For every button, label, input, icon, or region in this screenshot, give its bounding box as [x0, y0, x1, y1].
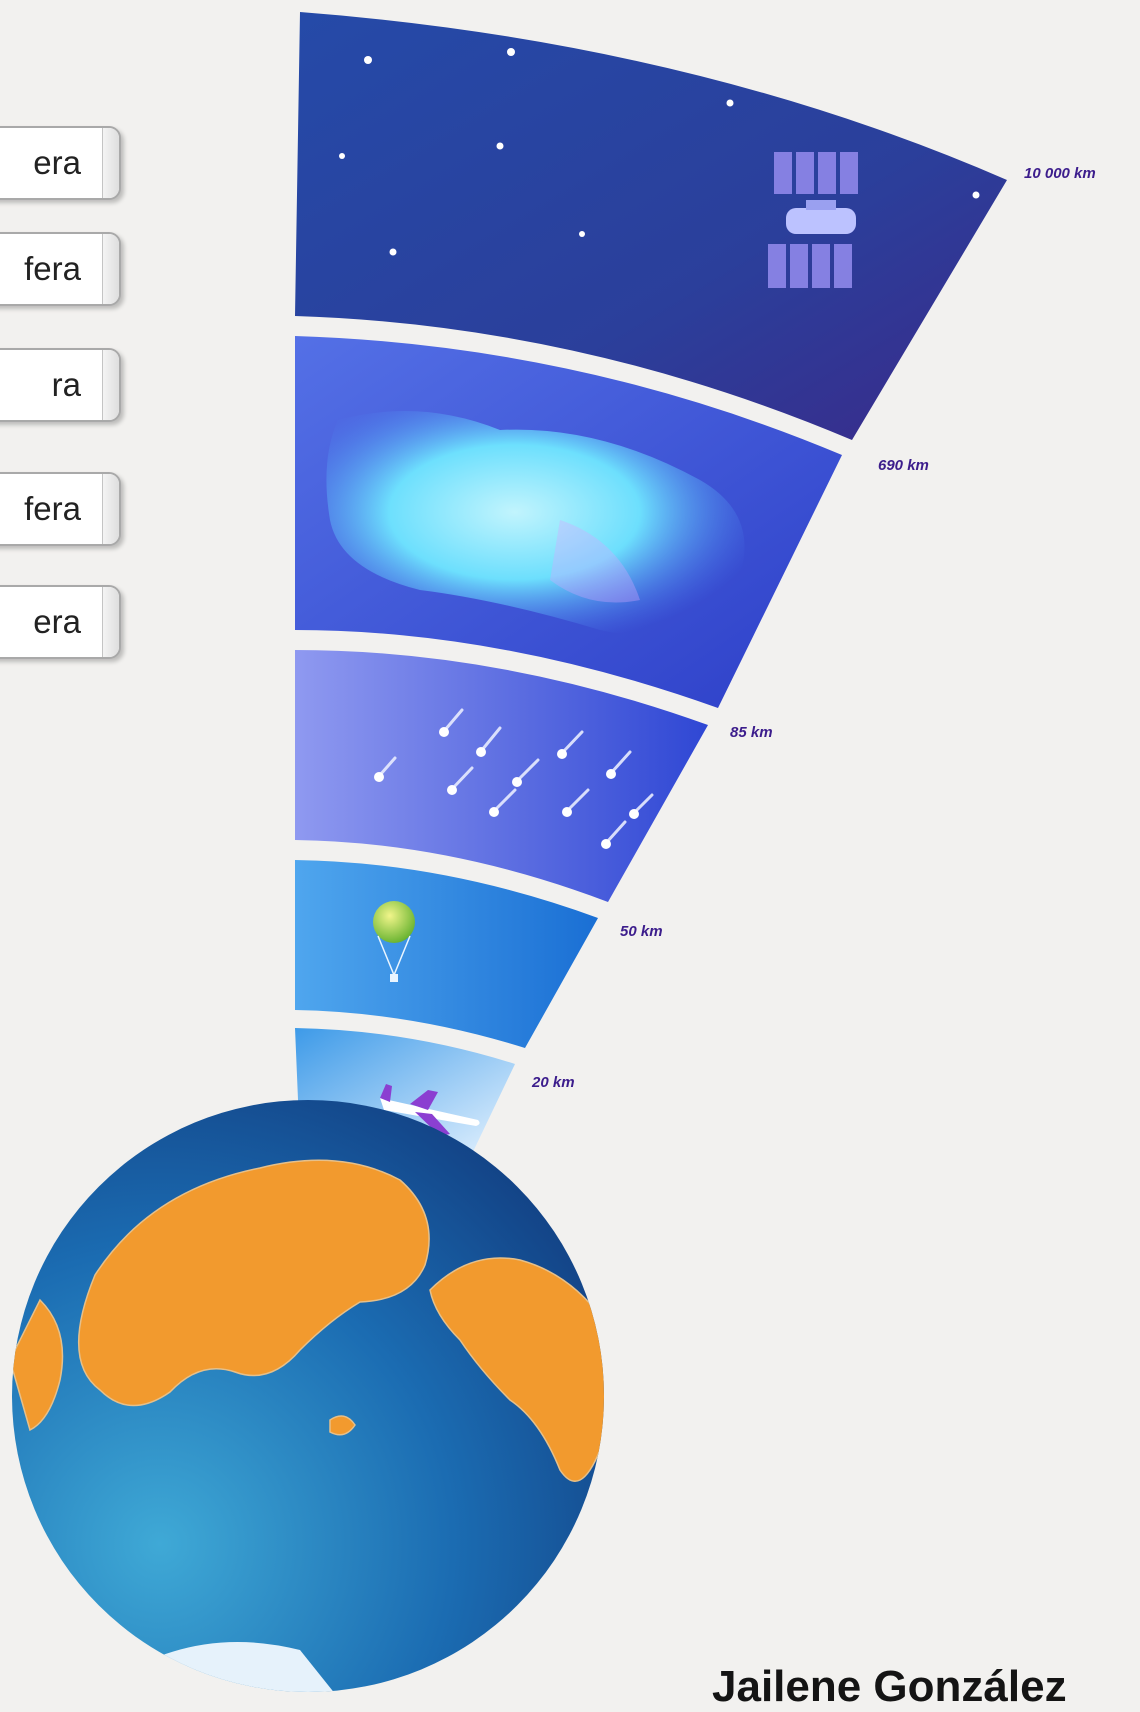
layer-tile-label: era [33, 603, 81, 640]
airplane-icon [380, 1084, 480, 1136]
author-credit: Jailene González [712, 1662, 1067, 1711]
altitude-label-troposphere: 20 km [532, 1074, 575, 1091]
island [329, 1415, 356, 1436]
asia-landmass [78, 1159, 430, 1407]
earth-globe [12, 1100, 604, 1692]
tile-handle [102, 350, 119, 420]
layer-tile-4[interactable]: fera [0, 472, 121, 546]
tile-handle [102, 234, 119, 304]
aurora [326, 411, 745, 636]
altitude-label-stratosphere: 50 km [620, 923, 663, 940]
north-america-landmass [429, 1257, 604, 1482]
tile-handle [102, 474, 119, 544]
satellite-icon [768, 152, 858, 288]
layer-tile-label: era [33, 144, 81, 181]
altitude-label-mesosphere: 85 km [730, 724, 773, 741]
altitude-label-thermosphere: 690 km [878, 457, 929, 474]
layer-tile-1[interactable]: era [0, 126, 121, 200]
layer-tile-2[interactable]: fera [0, 232, 121, 306]
layer-tile-label: fera [24, 490, 81, 527]
mesosphere-layer [295, 650, 708, 902]
tile-handle [102, 128, 119, 198]
altitude-label-exosphere: 10 000 km [1024, 165, 1096, 182]
exosphere-layer [295, 12, 1007, 440]
east-asia-landmass [12, 1298, 64, 1432]
stars [339, 48, 980, 256]
layer-tile-5[interactable]: era [0, 585, 121, 659]
tile-handle [102, 587, 119, 657]
stratosphere-layer [295, 860, 598, 1048]
layer-tile-label: ra [51, 366, 81, 403]
layer-tile-3[interactable]: ra [0, 348, 121, 422]
layer-tile-label: fera [24, 250, 81, 287]
meteors [374, 708, 654, 849]
weather-balloon-icon [373, 901, 415, 982]
